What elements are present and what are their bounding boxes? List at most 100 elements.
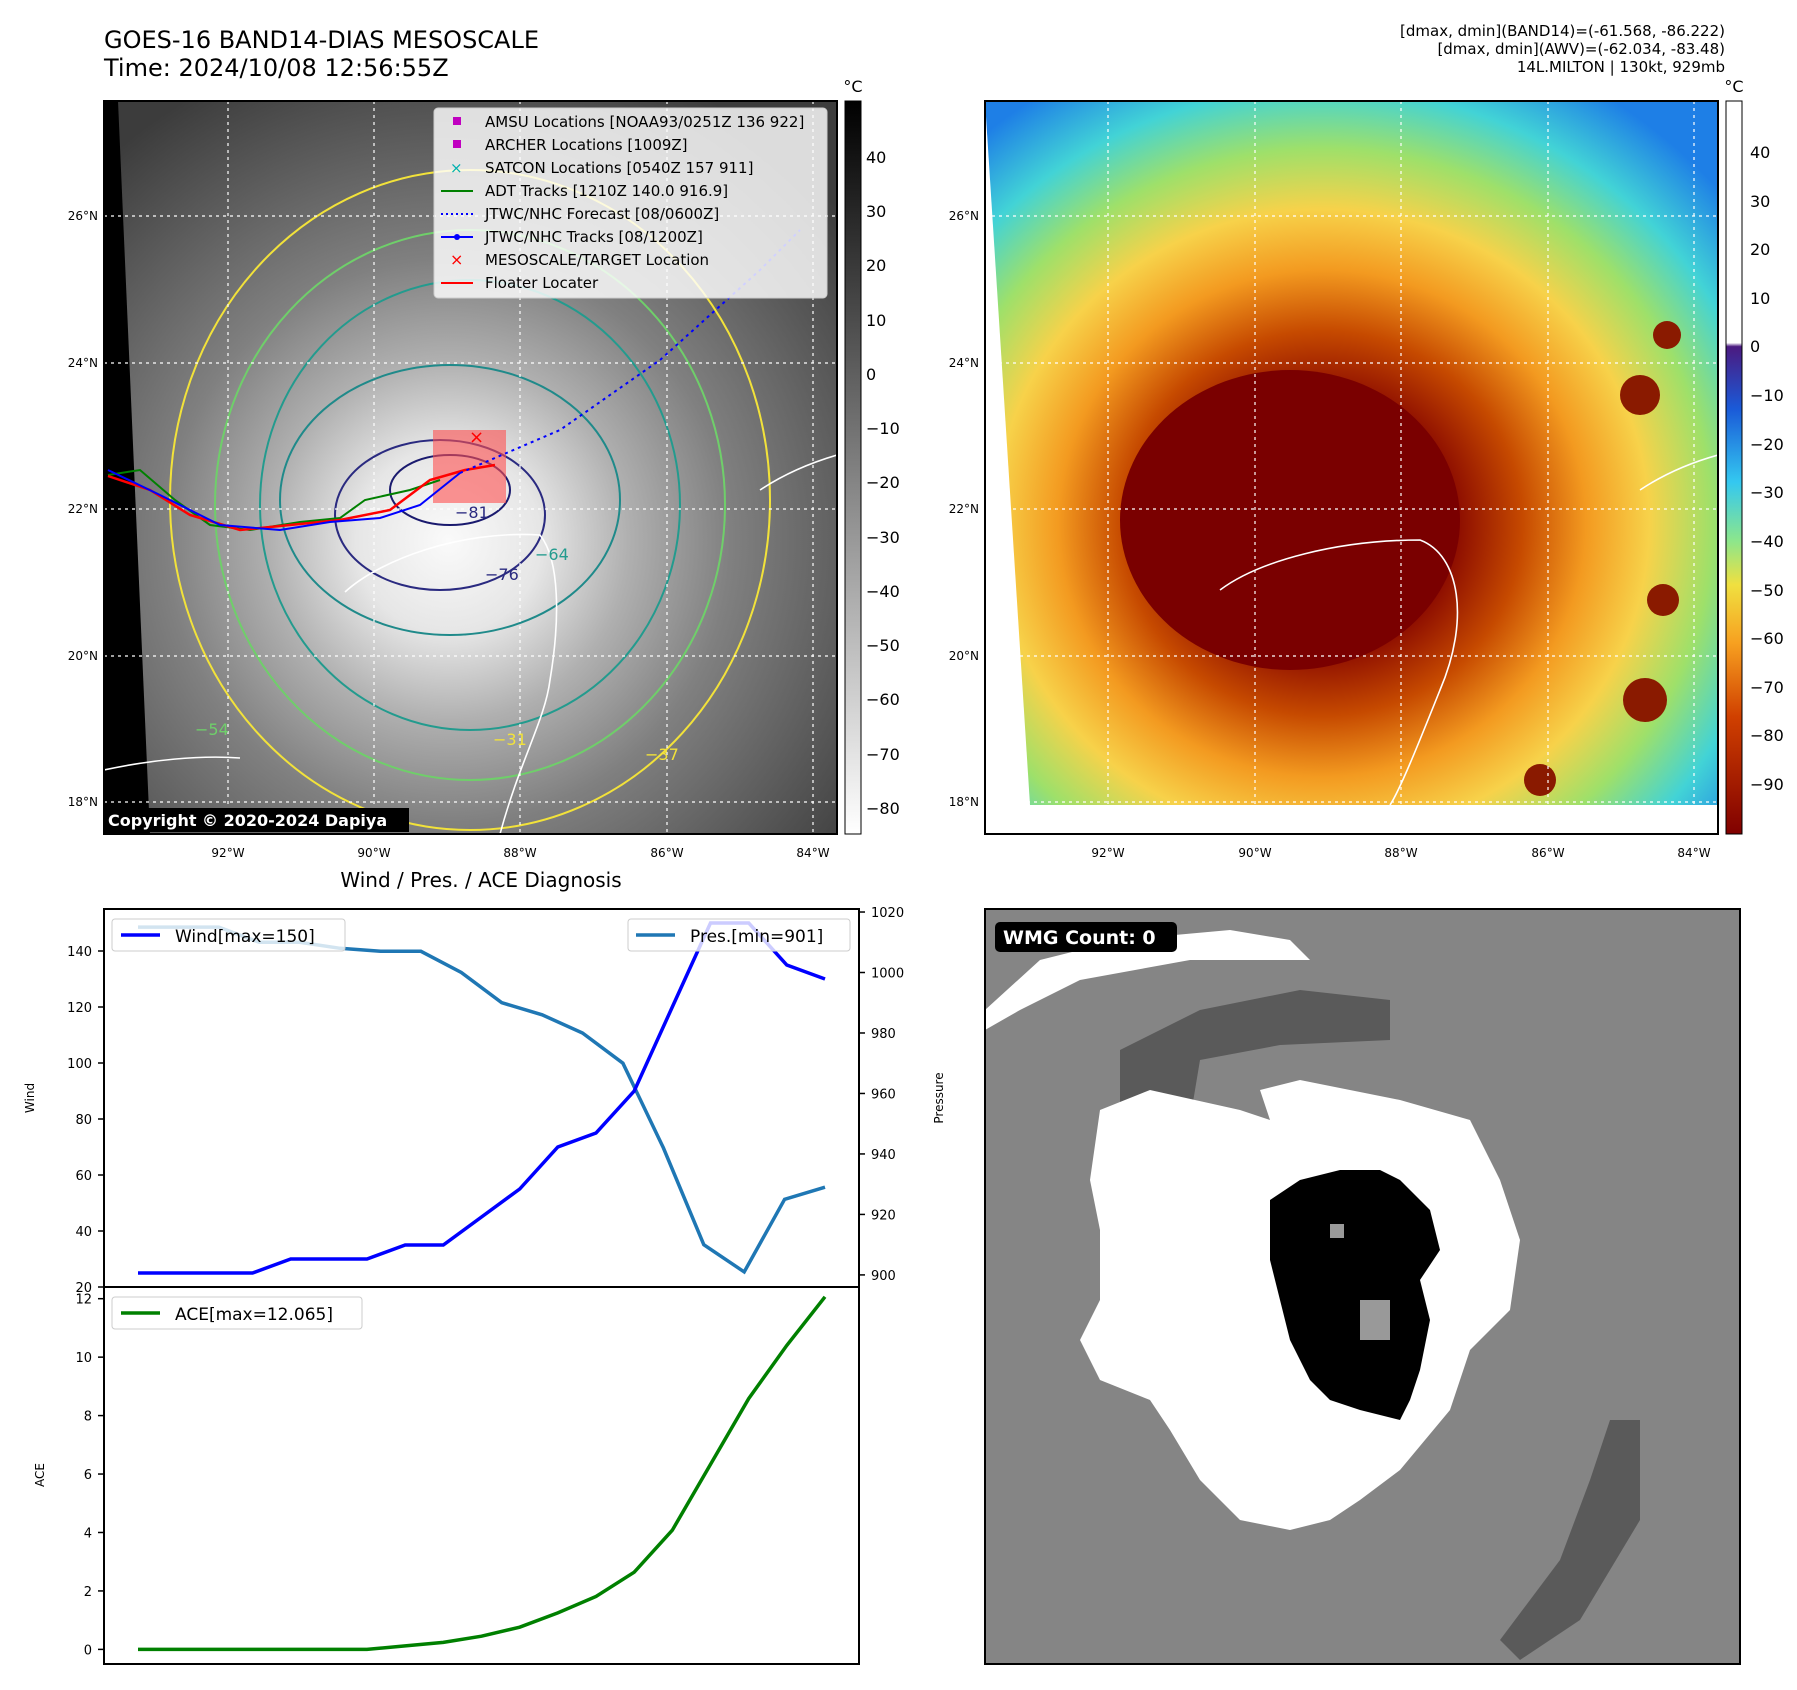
wind-tick-label: 40	[75, 1225, 92, 1240]
ace-plot-frame	[103, 1286, 860, 1665]
ir-legend: AMSU Locations [NOAA93/0251Z 136 922] AR…	[433, 107, 828, 299]
wind-tick-label: 140	[67, 945, 92, 960]
wmg-white-arc-north	[985, 930, 1310, 1030]
awv-cbar-tick: −10	[1750, 386, 1784, 405]
awv-cold-core	[1120, 370, 1460, 670]
awv-cbar-tick: −60	[1750, 629, 1784, 648]
ir-lat-label: 22°N	[68, 502, 98, 516]
awv-cbar-tick: 0	[1750, 337, 1760, 356]
pressure-tick-label: 1020	[871, 906, 904, 921]
awv-cell	[1620, 375, 1660, 415]
ace-series-line	[138, 1295, 827, 1652]
legend-label-floater: Floater Locater	[485, 274, 599, 292]
awv-map-frame	[984, 100, 1719, 835]
ir-cbar-tick: −10	[866, 419, 900, 438]
contour-label-64: −64	[535, 545, 569, 564]
awv-cells	[1524, 321, 1681, 796]
awv-coastline-cuba	[1639, 454, 1718, 491]
awv-lon-label: 92°W	[1091, 846, 1124, 860]
ir-lat-label: 26°N	[68, 209, 98, 223]
ir-cbar-tick: −60	[866, 690, 900, 709]
jtwc-track	[107, 469, 461, 532]
figure-time-line: Time: 2024/10/08 12:56:55Z	[104, 54, 449, 82]
ace-tick-label: 12	[75, 1293, 92, 1308]
wind-y-label: Wind	[23, 1083, 37, 1113]
ir-lat-label: 20°N	[68, 649, 98, 663]
ace-tick-label: 0	[84, 1643, 92, 1658]
ir-lat-labels: 26°N 24°N 22°N 20°N 18°N	[68, 209, 98, 809]
awv-cbar-tick: −70	[1750, 678, 1784, 697]
figure-title-line: GOES-16 BAND14-DIAS MESOSCALE	[104, 26, 540, 54]
awv-cbar-tick: 10	[1750, 289, 1770, 308]
legend-label-target: MESOSCALE/TARGET Location	[485, 251, 709, 269]
storm-info: 14L.MILTON | 130kt, 929mb	[1516, 58, 1725, 76]
legend-label-satcon: SATCON Locations [0540Z 157 911]	[485, 159, 753, 177]
ir-lon-label: 84°W	[796, 846, 829, 860]
awv-lat-label: 24°N	[949, 356, 979, 370]
ir-colorbar-ticks: 40 30 20 10 0 −10 −20 −30 −40 −50 −60 −7…	[866, 148, 900, 818]
ir-cbar-tick: −70	[866, 745, 900, 764]
wind-legend-label: Wind[max=150]	[175, 927, 315, 947]
ace-legend-label: ACE[max=12.065]	[175, 1305, 333, 1325]
legend-marker-archer	[453, 140, 461, 148]
ir-cbar-tick: 20	[866, 256, 886, 275]
wind-tick-label: 80	[75, 1113, 92, 1128]
legend-marker-target: ×	[450, 250, 463, 269]
chart-title: Wind / Pres. / ACE Diagnosis	[340, 868, 621, 892]
awv-cbar-tick: −40	[1750, 532, 1784, 551]
wmg-eye-black	[1270, 1170, 1440, 1420]
ir-colorbar-unit: °C	[843, 77, 862, 96]
ace-tick-label: 4	[84, 1526, 92, 1541]
awv-lat-label: 18°N	[949, 795, 979, 809]
ir-lat-label: 18°N	[68, 795, 98, 809]
ir-map-frame	[103, 100, 838, 835]
ace-y-ticks: 0 2 4 6 8 10 12	[75, 1293, 104, 1658]
floater-track	[107, 463, 496, 532]
awv-lon-label: 90°W	[1238, 846, 1271, 860]
wmg-panel: WMG Count: 0	[984, 908, 1741, 1665]
pressure-tick-label: 960	[871, 1087, 896, 1102]
pres-legend-box	[627, 918, 851, 952]
wind-legend-box	[111, 918, 346, 952]
ir-lon-label: 92°W	[211, 846, 244, 860]
awv-cbar-tick: −50	[1750, 581, 1784, 600]
wmg-band-dark	[1120, 990, 1390, 1230]
wind-y-ticks: 20 40 60 80 100 120 140	[67, 945, 104, 1296]
coastline-yucatan	[344, 533, 558, 834]
ir-lon-label: 88°W	[503, 846, 536, 860]
ir-lon-label: 86°W	[650, 846, 683, 860]
ir-cbar-tick: −50	[866, 636, 900, 655]
diagnosis-chart: Wind / Pres. / ACE Diagnosis 20406080100…	[23, 868, 946, 1665]
legend-label-adt: ADT Tracks [1210Z 140.0 916.9]	[485, 182, 728, 200]
contour-label-54: −54	[195, 720, 229, 739]
copyright-banner	[104, 808, 409, 832]
contour-label-31: −31	[493, 730, 527, 749]
awv-coastline-yucatan	[1219, 539, 1459, 806]
awv-lon-label: 88°W	[1384, 846, 1417, 860]
awv-lat-label: 22°N	[949, 502, 979, 516]
awv-colorbar-unit: °C	[1724, 77, 1743, 96]
ir-lon-label: 90°W	[357, 846, 390, 860]
ace-tick-label: 2	[84, 1585, 92, 1600]
legend-label-amsu: AMSU Locations [NOAA93/0251Z 136 922]	[485, 113, 804, 131]
ir-lon-labels: 92°W 90°W 88°W 86°W 84°W	[211, 846, 829, 860]
awv-cell	[1524, 764, 1556, 796]
ir-cbar-tick: 30	[866, 202, 886, 221]
contour-label-81: −81	[455, 503, 489, 522]
awv-cbar-tick: −90	[1750, 775, 1784, 794]
pressure-tick-label: 920	[871, 1208, 896, 1223]
awv-colorbar	[1725, 100, 1743, 835]
awv-cbar-tick: −20	[1750, 435, 1784, 454]
awv-lat-label: 20°N	[949, 649, 979, 663]
copyright-text: Copyright © 2020-2024 Dapiya	[108, 811, 387, 830]
legend-marker-satcon: ×	[450, 159, 463, 177]
wmg-eye-gray-2	[1360, 1300, 1390, 1340]
pressure-tick-label: 1000	[871, 967, 904, 982]
awv-cell	[1647, 584, 1679, 616]
contour-teal-inner	[279, 364, 621, 636]
ace-legend-box	[111, 1296, 363, 1330]
ir-cbar-tick: −80	[866, 799, 900, 818]
awv-cell	[1623, 678, 1667, 722]
ace-tick-label: 8	[84, 1410, 92, 1425]
